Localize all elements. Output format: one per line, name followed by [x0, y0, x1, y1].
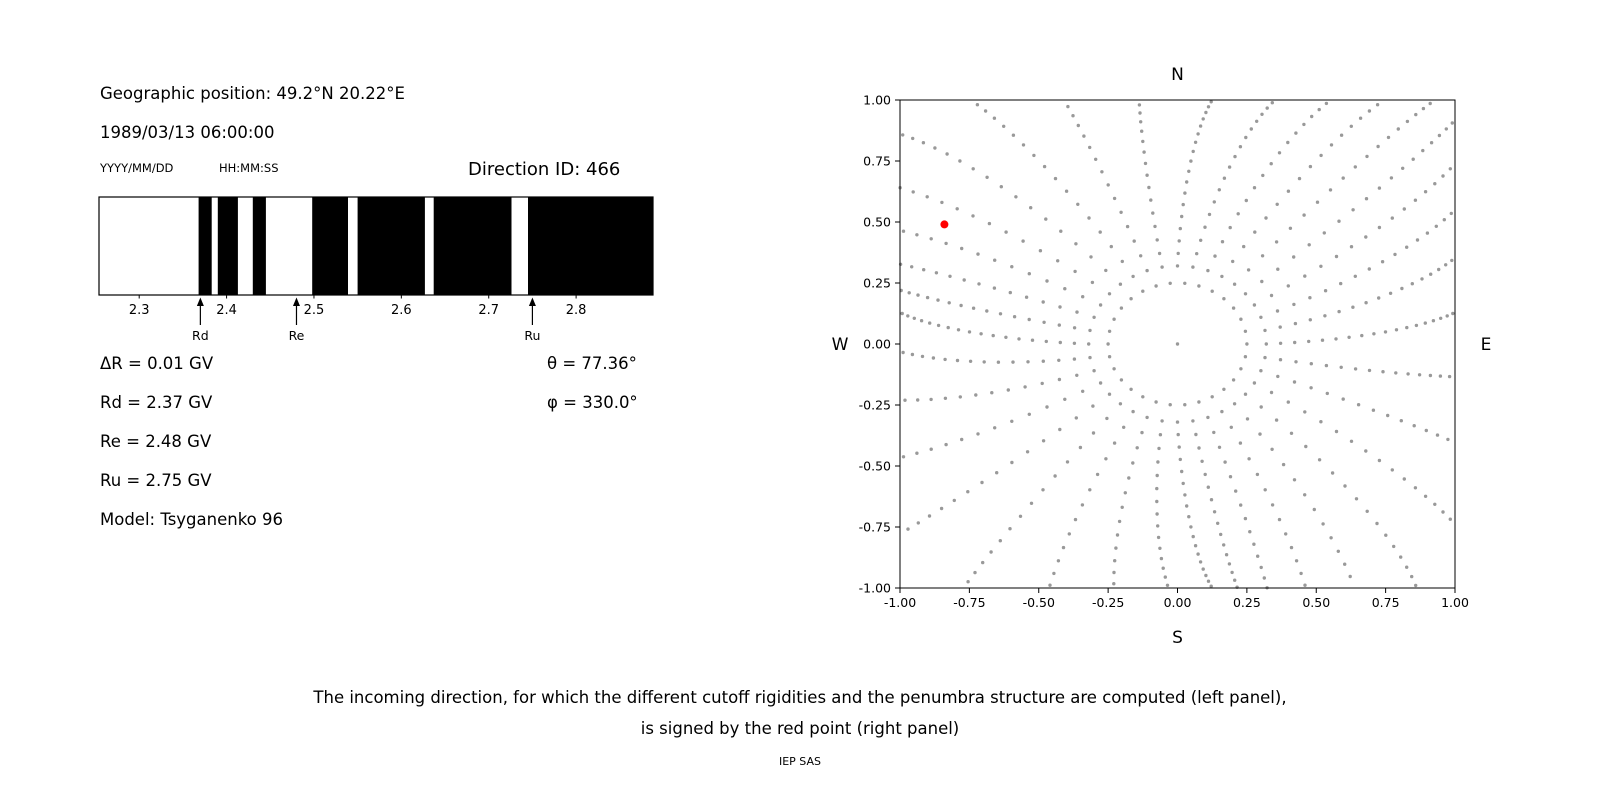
- scatter-y-axis: 1.00 0.75 0.50 0.25 0.00 -0.25 -0.50 -0.75 -1.00: [859, 93, 900, 596]
- direction-id-label: Direction ID: 466: [468, 159, 621, 180]
- svg-text:-0.50: -0.50: [1023, 595, 1055, 610]
- parameter-line: Re = 2.48 GV: [100, 432, 212, 451]
- scatter-frame: [899, 99, 1456, 589]
- asymptotic-directions-chart: -1.00 -0.75 -0.50 -0.25 0.00 0.25 0.50 0.75 1.00…: [832, 65, 1492, 648]
- compass-east-label: E: [1481, 335, 1492, 355]
- svg-text:2.5: 2.5: [304, 303, 325, 318]
- svg-text:1.00: 1.00: [863, 93, 891, 108]
- svg-text:2.3: 2.3: [129, 303, 150, 318]
- penumbra-forbidden-bands: [198, 197, 653, 295]
- compass-north-label: N: [1171, 65, 1184, 85]
- svg-text:2.6: 2.6: [391, 303, 412, 318]
- parameter-line: Ru = 2.75 GV: [100, 471, 212, 490]
- parameter-line: Model: Tsyganenko 96: [100, 510, 284, 529]
- svg-text:Re: Re: [289, 328, 305, 343]
- svg-text:0.25: 0.25: [863, 276, 891, 291]
- penumbra-x-axis: 2.3 2.4 2.5 2.6 2.7 2.8: [129, 295, 587, 318]
- compass-south-label: S: [1172, 628, 1183, 648]
- scatter-x-axis: -1.00 -0.75 -0.50 -0.25 0.00 0.25 0.50 0.75 1.00: [884, 588, 1469, 610]
- caption-line-1: The incoming direction, for which the di…: [313, 688, 1287, 707]
- svg-text:0.75: 0.75: [863, 154, 891, 169]
- svg-text:0.00: 0.00: [863, 337, 891, 352]
- svg-text:0.50: 0.50: [863, 215, 891, 230]
- svg-text:1.00: 1.00: [1441, 595, 1469, 610]
- parameter-line: ΔR = 0.01 GV: [100, 354, 214, 373]
- svg-text:0.75: 0.75: [1372, 595, 1400, 610]
- geographic-position-label: Geographic position: 49.2°N 20.22°E: [100, 84, 405, 103]
- svg-text:-0.50: -0.50: [859, 459, 891, 474]
- penumbra-chart: 2.3 2.4 2.5 2.6 2.7 2.8 Rd Re Ru: [98, 196, 654, 343]
- time-format-label: HH:MM:SS: [219, 161, 279, 175]
- svg-text:-1.00: -1.00: [859, 581, 891, 596]
- caption-line-2: is signed by the red point (right panel): [640, 719, 960, 738]
- svg-text:2.8: 2.8: [566, 303, 587, 318]
- angle-list: θ = 77.36° φ = 330.0°: [547, 344, 638, 422]
- svg-text:-0.25: -0.25: [859, 398, 891, 413]
- svg-text:0.25: 0.25: [1233, 595, 1261, 610]
- svg-text:0.00: 0.00: [1164, 595, 1192, 610]
- date-format-label: YYYY/MM/DD: [100, 161, 174, 175]
- credit-label: IEP SAS: [778, 755, 822, 768]
- compass-west-label: W: [832, 335, 849, 355]
- angle-line: θ = 77.36°: [547, 354, 637, 373]
- asymptotic-dots: [898, 100, 1455, 590]
- selected-direction-point: [940, 220, 949, 229]
- datetime-label: 1989/03/13 06:00:00: [100, 123, 275, 142]
- svg-text:2.7: 2.7: [478, 303, 499, 318]
- svg-text:Ru: Ru: [524, 328, 540, 343]
- svg-text:2.4: 2.4: [216, 303, 237, 318]
- svg-text:Rd: Rd: [192, 328, 209, 343]
- svg-text:-0.75: -0.75: [859, 520, 891, 535]
- svg-text:0.50: 0.50: [1302, 595, 1330, 610]
- svg-text:-0.75: -0.75: [953, 595, 985, 610]
- angle-line: φ = 330.0°: [547, 393, 638, 412]
- svg-text:-1.00: -1.00: [884, 595, 916, 610]
- cutoff-markers: Rd Re Ru: [192, 297, 540, 343]
- svg-text:-0.25: -0.25: [1092, 595, 1124, 610]
- parameter-line: Rd = 2.37 GV: [100, 393, 213, 412]
- parameter-list: ΔR = 0.01 GV Rd = 2.37 GV Re = 2.48 GV Ru =…: [100, 344, 283, 539]
